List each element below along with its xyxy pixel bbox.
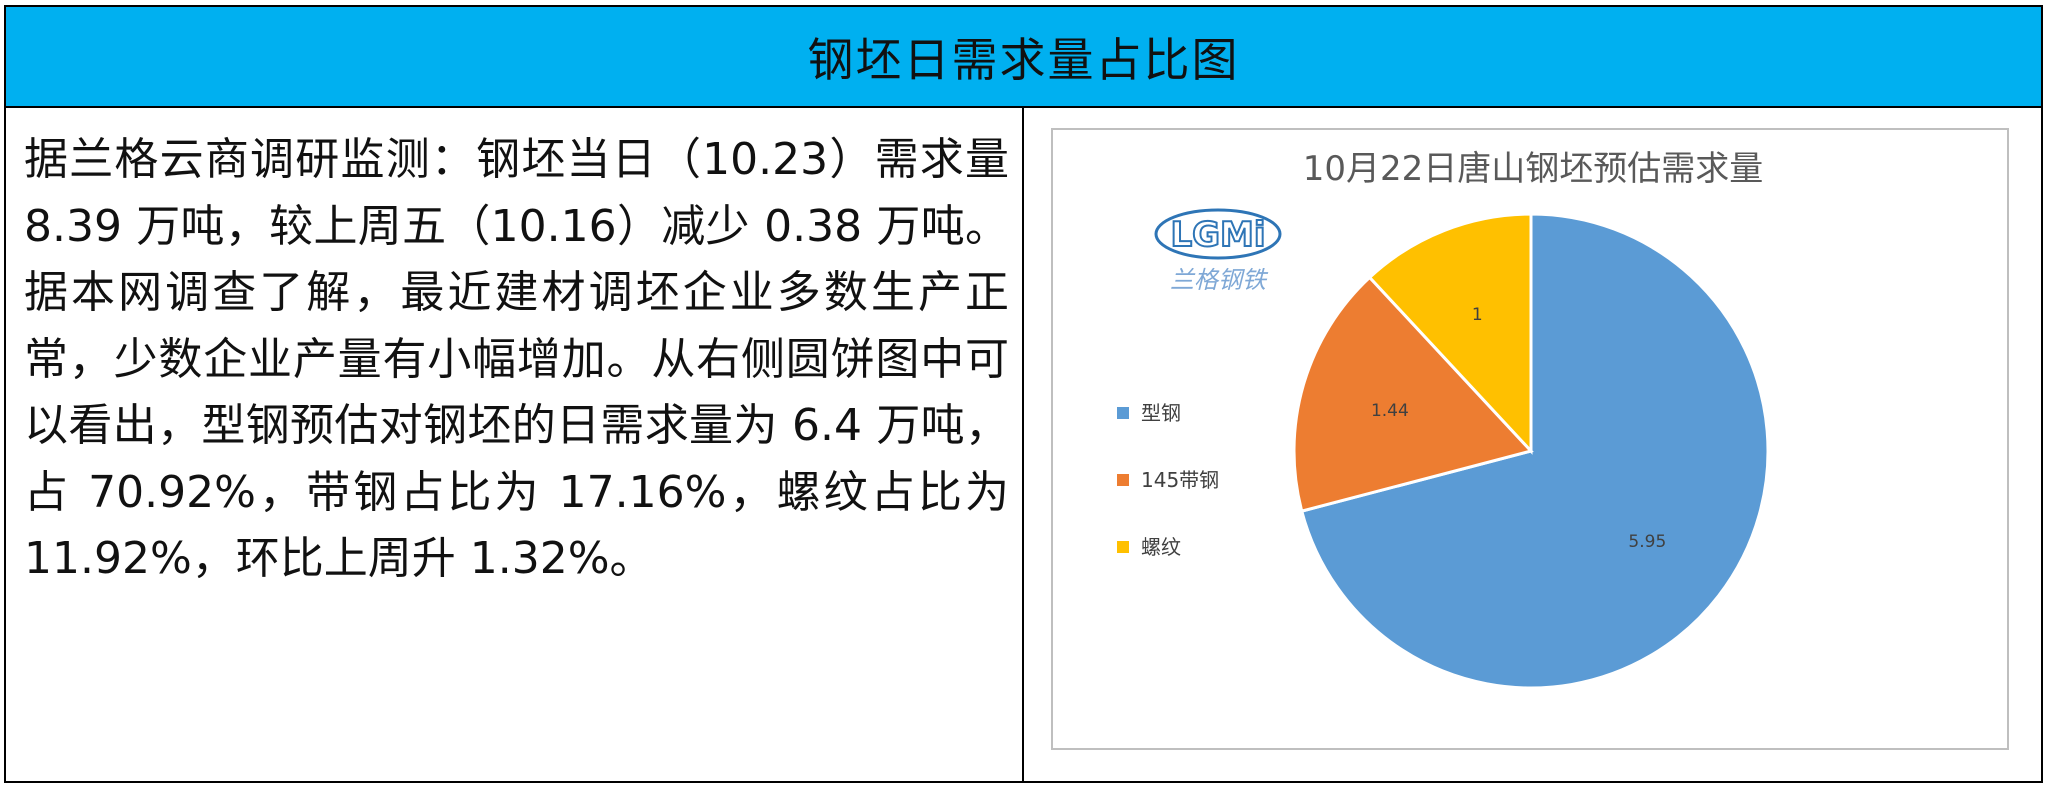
pie-slices [1292, 212, 1770, 690]
pie-chart: 10月22日唐山钢坯预估需求量 LGMi 兰格钢铁 5.95 1.44 1 型钢 14… [1117, 149, 1770, 690]
chart-area: 10月22日唐山钢坯预估需求量 LGMi 兰格钢铁 5.95 1.44 1 型钢 14… [1051, 128, 2009, 750]
pie-data-labels: 5.95 1.44 1 [1371, 305, 1666, 552]
logo-subtext: 兰格钢铁 [1170, 266, 1269, 294]
legend-label-1: 型钢 [1141, 401, 1181, 425]
legend-swatch-3 [1117, 541, 1129, 553]
legend-swatch-1 [1117, 407, 1129, 419]
pie-data-label-3: 1 [1472, 305, 1483, 325]
pie-data-label-2: 1.44 [1371, 401, 1409, 421]
pie-slice-1 [1299, 212, 1770, 690]
pie-data-label-1: 5.95 [1628, 532, 1666, 552]
legend-label-3: 螺纹 [1141, 535, 1181, 559]
legend-label-2: 145带钢 [1141, 468, 1219, 492]
legend-swatch-2 [1117, 474, 1129, 486]
logo-text: LGMi [1170, 215, 1265, 255]
page-title: 钢坯日需求量占比图 [807, 32, 1240, 87]
summary-paragraph: 据兰格云商调研监测：钢坯当日（10.23）需求量 8.39 万吨，较上周五（10… [24, 134, 1009, 584]
lgmi-logo: LGMi 兰格钢铁 [1154, 208, 1282, 294]
pie-slice-3 [1367, 212, 1533, 455]
table-frame: 钢坯日需求量占比图 [4, 5, 2043, 783]
chart-title: 10月22日唐山钢坯预估需求量 [1303, 149, 1764, 189]
header-bar: 钢坯日需求量占比图 [6, 7, 2041, 108]
text-cell [6, 108, 1024, 781]
pie-slice-2 [1292, 275, 1534, 513]
